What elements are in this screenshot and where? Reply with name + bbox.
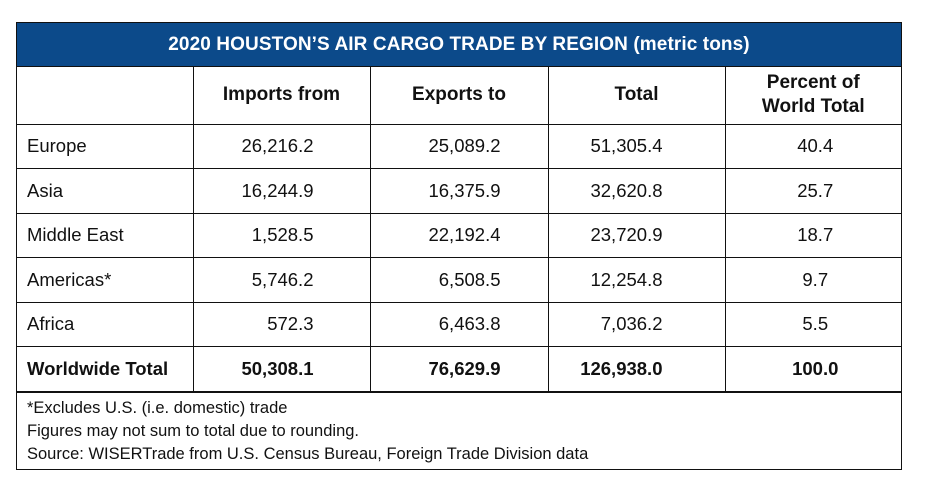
table-footnotes: *Excludes U.S. (i.e. domestic) trade Fig… xyxy=(17,391,901,469)
cell-exports: 16,375.9 xyxy=(369,168,549,214)
table-row-worldwide-total: Worldwide Total 50,308.1 76,629.9 126,93… xyxy=(17,346,901,392)
footnote-excludes-domestic: *Excludes U.S. (i.e. domestic) trade xyxy=(27,398,288,417)
cell-region: Americas* xyxy=(17,257,194,303)
column-header-region xyxy=(17,67,194,125)
cell-percent: 18.7 xyxy=(724,212,901,258)
cell-imports: 1,528.5 xyxy=(192,212,371,258)
cell-region: Asia xyxy=(17,168,194,214)
table-row-middle-east: Middle East 1,528.5 22,192.4 23,720.9 18… xyxy=(17,212,901,258)
column-header-total: Total xyxy=(547,67,726,125)
cell-imports: 16,244.9 xyxy=(192,168,371,214)
table-row-asia: Asia 16,244.9 16,375.9 32,620.8 25.7 xyxy=(17,168,901,214)
cell-exports: 76,629.9 xyxy=(369,346,549,392)
cell-region: Europe xyxy=(17,123,194,169)
cell-total: 23,720.9 xyxy=(547,212,726,258)
cell-region: Worldwide Total xyxy=(17,346,194,392)
cell-total: 51,305.4 xyxy=(547,123,726,169)
cell-percent: 9.7 xyxy=(724,257,901,303)
column-header-percent: Percent of World Total xyxy=(724,67,901,125)
cell-total: 12,254.8 xyxy=(547,257,726,303)
cell-exports: 6,463.8 xyxy=(369,301,549,347)
table-row-europe: Europe 26,216.2 25,089.2 51,305.4 40.4 xyxy=(17,123,901,169)
cell-total: 126,938.0 xyxy=(547,346,726,392)
air-cargo-trade-table: 2020 HOUSTON’S AIR CARGO TRADE BY REGION… xyxy=(16,22,902,470)
table-row-americas: Americas* 5,746.2 6,508.5 12,254.8 9.7 xyxy=(17,257,901,303)
table-title: 2020 HOUSTON’S AIR CARGO TRADE BY REGION… xyxy=(17,23,901,67)
table-row-africa: Africa 572.3 6,463.8 7,036.2 5.5 xyxy=(17,301,901,347)
cell-imports: 572.3 xyxy=(192,301,371,347)
cell-region: Middle East xyxy=(17,212,194,258)
footnote-source: Source: WISERTrade from U.S. Census Bure… xyxy=(27,444,589,463)
column-header-percent-line1: Percent of xyxy=(766,72,860,94)
cell-imports: 26,216.2 xyxy=(192,123,371,169)
data-grid: Imports from Exports to Total Percent of… xyxy=(17,67,901,392)
column-header-row: Imports from Exports to Total Percent of… xyxy=(17,67,901,125)
cell-percent: 40.4 xyxy=(724,123,901,169)
cell-exports: 6,508.5 xyxy=(369,257,549,303)
cell-region: Africa xyxy=(17,301,194,347)
cell-total: 32,620.8 xyxy=(547,168,726,214)
cell-percent: 100.0 xyxy=(724,346,901,392)
footnote-rounding: Figures may not sum to total due to roun… xyxy=(27,421,360,440)
cell-imports: 5,746.2 xyxy=(192,257,371,303)
column-header-percent-line2: World Total xyxy=(761,96,865,118)
cell-percent: 25.7 xyxy=(724,168,901,214)
cell-percent: 5.5 xyxy=(724,301,901,347)
column-header-imports: Imports from xyxy=(192,67,371,125)
column-header-exports: Exports to xyxy=(369,67,549,125)
cell-imports: 50,308.1 xyxy=(192,346,371,392)
cell-exports: 22,192.4 xyxy=(369,212,549,258)
cell-total: 7,036.2 xyxy=(547,301,726,347)
cell-exports: 25,089.2 xyxy=(369,123,549,169)
